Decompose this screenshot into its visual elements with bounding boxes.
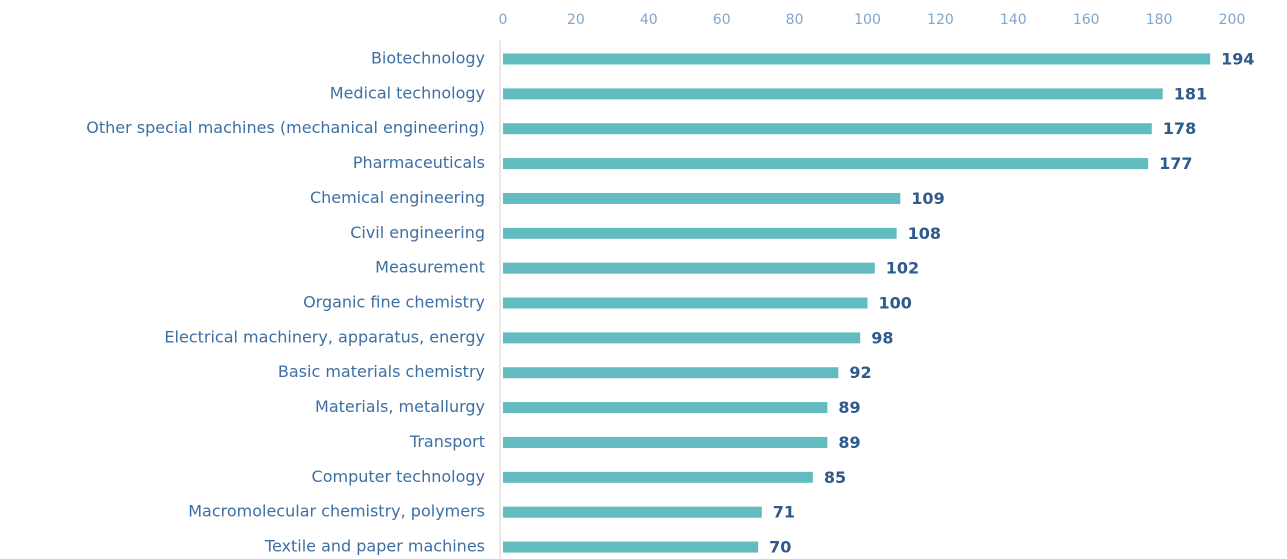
category-label: Electrical machinery, apparatus, energy (164, 327, 485, 346)
category-label: Transport (409, 432, 485, 451)
category-label: Chemical engineering (310, 188, 485, 207)
bar (503, 262, 875, 274)
x-tick-label: 160 (1073, 12, 1100, 28)
x-tick-label: 140 (1000, 12, 1027, 28)
value-label: 181 (1174, 84, 1207, 103)
x-tick-label: 20 (567, 12, 585, 28)
bar (503, 367, 839, 379)
value-label: 109 (911, 189, 944, 208)
bar (503, 192, 901, 204)
x-tick-label: 100 (854, 12, 881, 28)
bar (503, 123, 1152, 135)
bar (503, 88, 1163, 100)
x-tick-label: 40 (640, 12, 658, 28)
value-label: 92 (849, 363, 871, 382)
x-tick-label: 80 (786, 12, 804, 28)
bar (503, 297, 868, 309)
x-tick-label: 200 (1219, 12, 1246, 28)
value-label: 102 (886, 259, 919, 278)
value-label: 178 (1163, 119, 1196, 138)
category-label: Textile and paper machines (264, 537, 485, 556)
value-label: 89 (838, 398, 860, 417)
bar (503, 402, 828, 414)
value-label: 98 (871, 328, 893, 347)
value-label: 177 (1159, 154, 1192, 173)
category-label: Medical technology (330, 83, 485, 102)
category-label: Biotechnology (371, 49, 485, 68)
bar (503, 332, 861, 344)
x-tick-label: 60 (713, 12, 731, 28)
bar (503, 541, 759, 553)
category-label: Civil engineering (350, 223, 485, 242)
category-label: Basic materials chemistry (278, 362, 485, 381)
x-tick-label: 0 (499, 12, 508, 28)
category-label: Materials, metallurgy (315, 397, 485, 416)
category-label: Measurement (375, 258, 485, 277)
x-tick-label: 180 (1146, 12, 1173, 28)
category-label: Pharmaceuticals (353, 153, 485, 172)
bar (503, 158, 1149, 170)
bar (503, 506, 762, 518)
value-label: 194 (1221, 50, 1254, 69)
value-label: 70 (769, 538, 791, 557)
value-label: 89 (838, 433, 860, 452)
bar (503, 53, 1211, 65)
category-label: Computer technology (312, 467, 485, 486)
category-label: Other special machines (mechanical engin… (86, 118, 485, 137)
x-tick-label: 120 (927, 12, 954, 28)
bar (503, 471, 813, 483)
category-label: Organic fine chemistry (303, 293, 485, 312)
value-label: 85 (824, 468, 846, 487)
bar (503, 436, 828, 448)
value-label: 71 (773, 503, 795, 522)
category-label: Macromolecular chemistry, polymers (188, 502, 485, 521)
value-label: 100 (879, 294, 912, 313)
value-label: 108 (908, 224, 941, 243)
bar (503, 227, 897, 239)
